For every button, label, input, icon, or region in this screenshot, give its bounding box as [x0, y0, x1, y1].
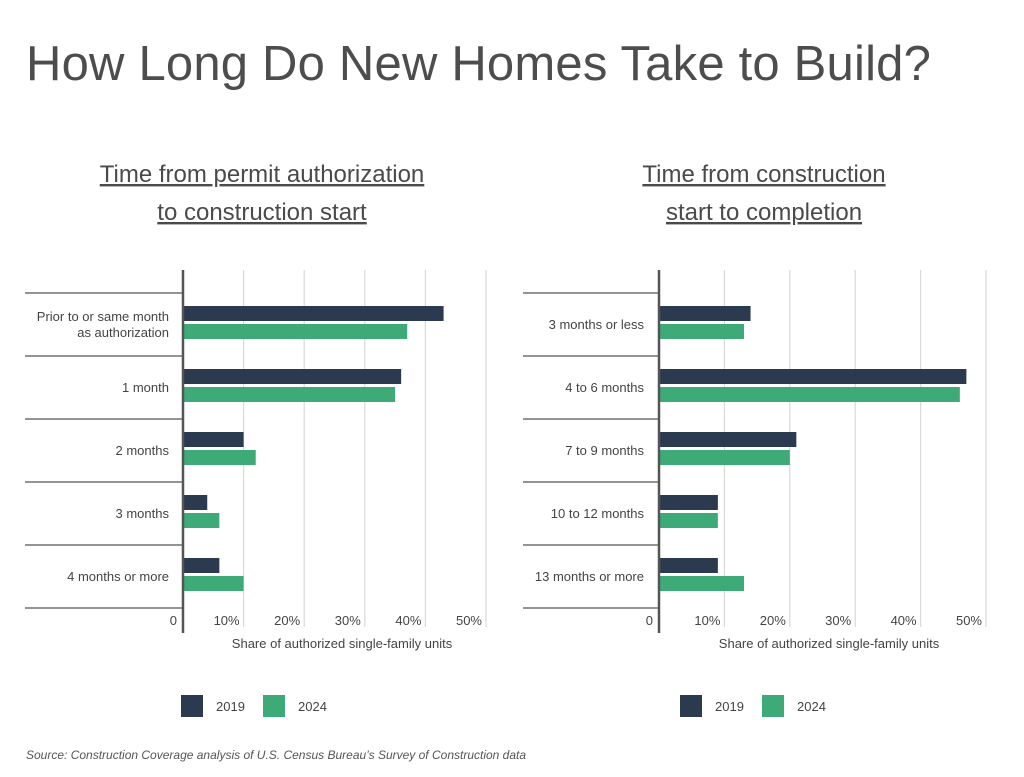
x-axis-title: Share of authorized single-family units	[232, 636, 453, 651]
category-label: 2 months	[116, 443, 170, 458]
tick-label: 20%	[760, 613, 786, 628]
bar-2019-5	[183, 558, 220, 573]
tick-label: 40%	[891, 613, 917, 628]
category-label: 4 to 6 months	[565, 380, 644, 395]
bar-2019-5	[659, 558, 718, 573]
bar-2024-5	[659, 576, 745, 591]
legend-label-2024: 2024	[797, 699, 826, 714]
category-label: 3 months or less	[549, 317, 645, 332]
legend-swatch-2024	[263, 695, 285, 717]
legend-swatch-2024	[762, 695, 784, 717]
tick-label: 30%	[825, 613, 851, 628]
bar-2024-2	[183, 387, 396, 402]
bar-2024-5	[183, 576, 244, 591]
bar-2019-1	[183, 306, 444, 321]
legend-swatch-2019	[680, 695, 702, 717]
chart-subtitle-line: Time from construction	[642, 161, 885, 188]
bar-2024-4	[659, 513, 718, 528]
tick-label: 50%	[456, 613, 482, 628]
category-label: as authorization	[77, 325, 169, 340]
bar-2024-2	[659, 387, 960, 402]
tick-label: 0	[646, 613, 653, 628]
bar-2024-4	[183, 513, 220, 528]
bar-2024-3	[183, 450, 256, 465]
category-label: 13 months or more	[535, 569, 644, 584]
bar-2024-3	[659, 450, 790, 465]
bar-2019-1	[659, 306, 751, 321]
legend-label-2024: 2024	[298, 699, 327, 714]
chart-subtitle-line: start to completion	[666, 199, 862, 226]
bar-2019-2	[183, 369, 402, 384]
x-axis-title: Share of authorized single-family units	[719, 636, 940, 651]
bar-2019-3	[659, 432, 797, 447]
category-label: 3 months	[116, 506, 170, 521]
tick-label: 30%	[335, 613, 361, 628]
legend-label-2019: 2019	[715, 699, 744, 714]
bar-2019-4	[183, 495, 208, 510]
category-label: 1 month	[122, 380, 169, 395]
category-label: 4 months or more	[67, 569, 169, 584]
tick-label: 0	[170, 613, 177, 628]
bar-2019-4	[659, 495, 718, 510]
category-label: 7 to 9 months	[565, 443, 644, 458]
category-label: 10 to 12 months	[551, 506, 645, 521]
source-note: Source: Construction Coverage analysis o…	[26, 748, 527, 762]
tick-label: 40%	[395, 613, 421, 628]
legend-label-2019: 2019	[216, 699, 245, 714]
tick-label: 10%	[694, 613, 720, 628]
bar-2024-1	[183, 324, 408, 339]
chart-permit-to-start: Time from permit authorization to constr…	[25, 161, 487, 717]
bar-2019-2	[659, 369, 967, 384]
chart-subtitle-line: to construction start	[157, 199, 367, 226]
legend-swatch-2019	[181, 695, 203, 717]
main-title: How Long Do New Homes Take to Build?	[26, 37, 932, 91]
chart-start-to-completion: Time from construction start to completi…	[523, 161, 987, 717]
chart-subtitle-line: Time from permit authorization	[100, 161, 425, 188]
tick-label: 10%	[214, 613, 240, 628]
tick-label: 20%	[274, 613, 300, 628]
bar-2024-1	[659, 324, 745, 339]
category-label: Prior to or same month	[37, 309, 169, 324]
tick-label: 50%	[956, 613, 982, 628]
bar-2019-3	[183, 432, 244, 447]
